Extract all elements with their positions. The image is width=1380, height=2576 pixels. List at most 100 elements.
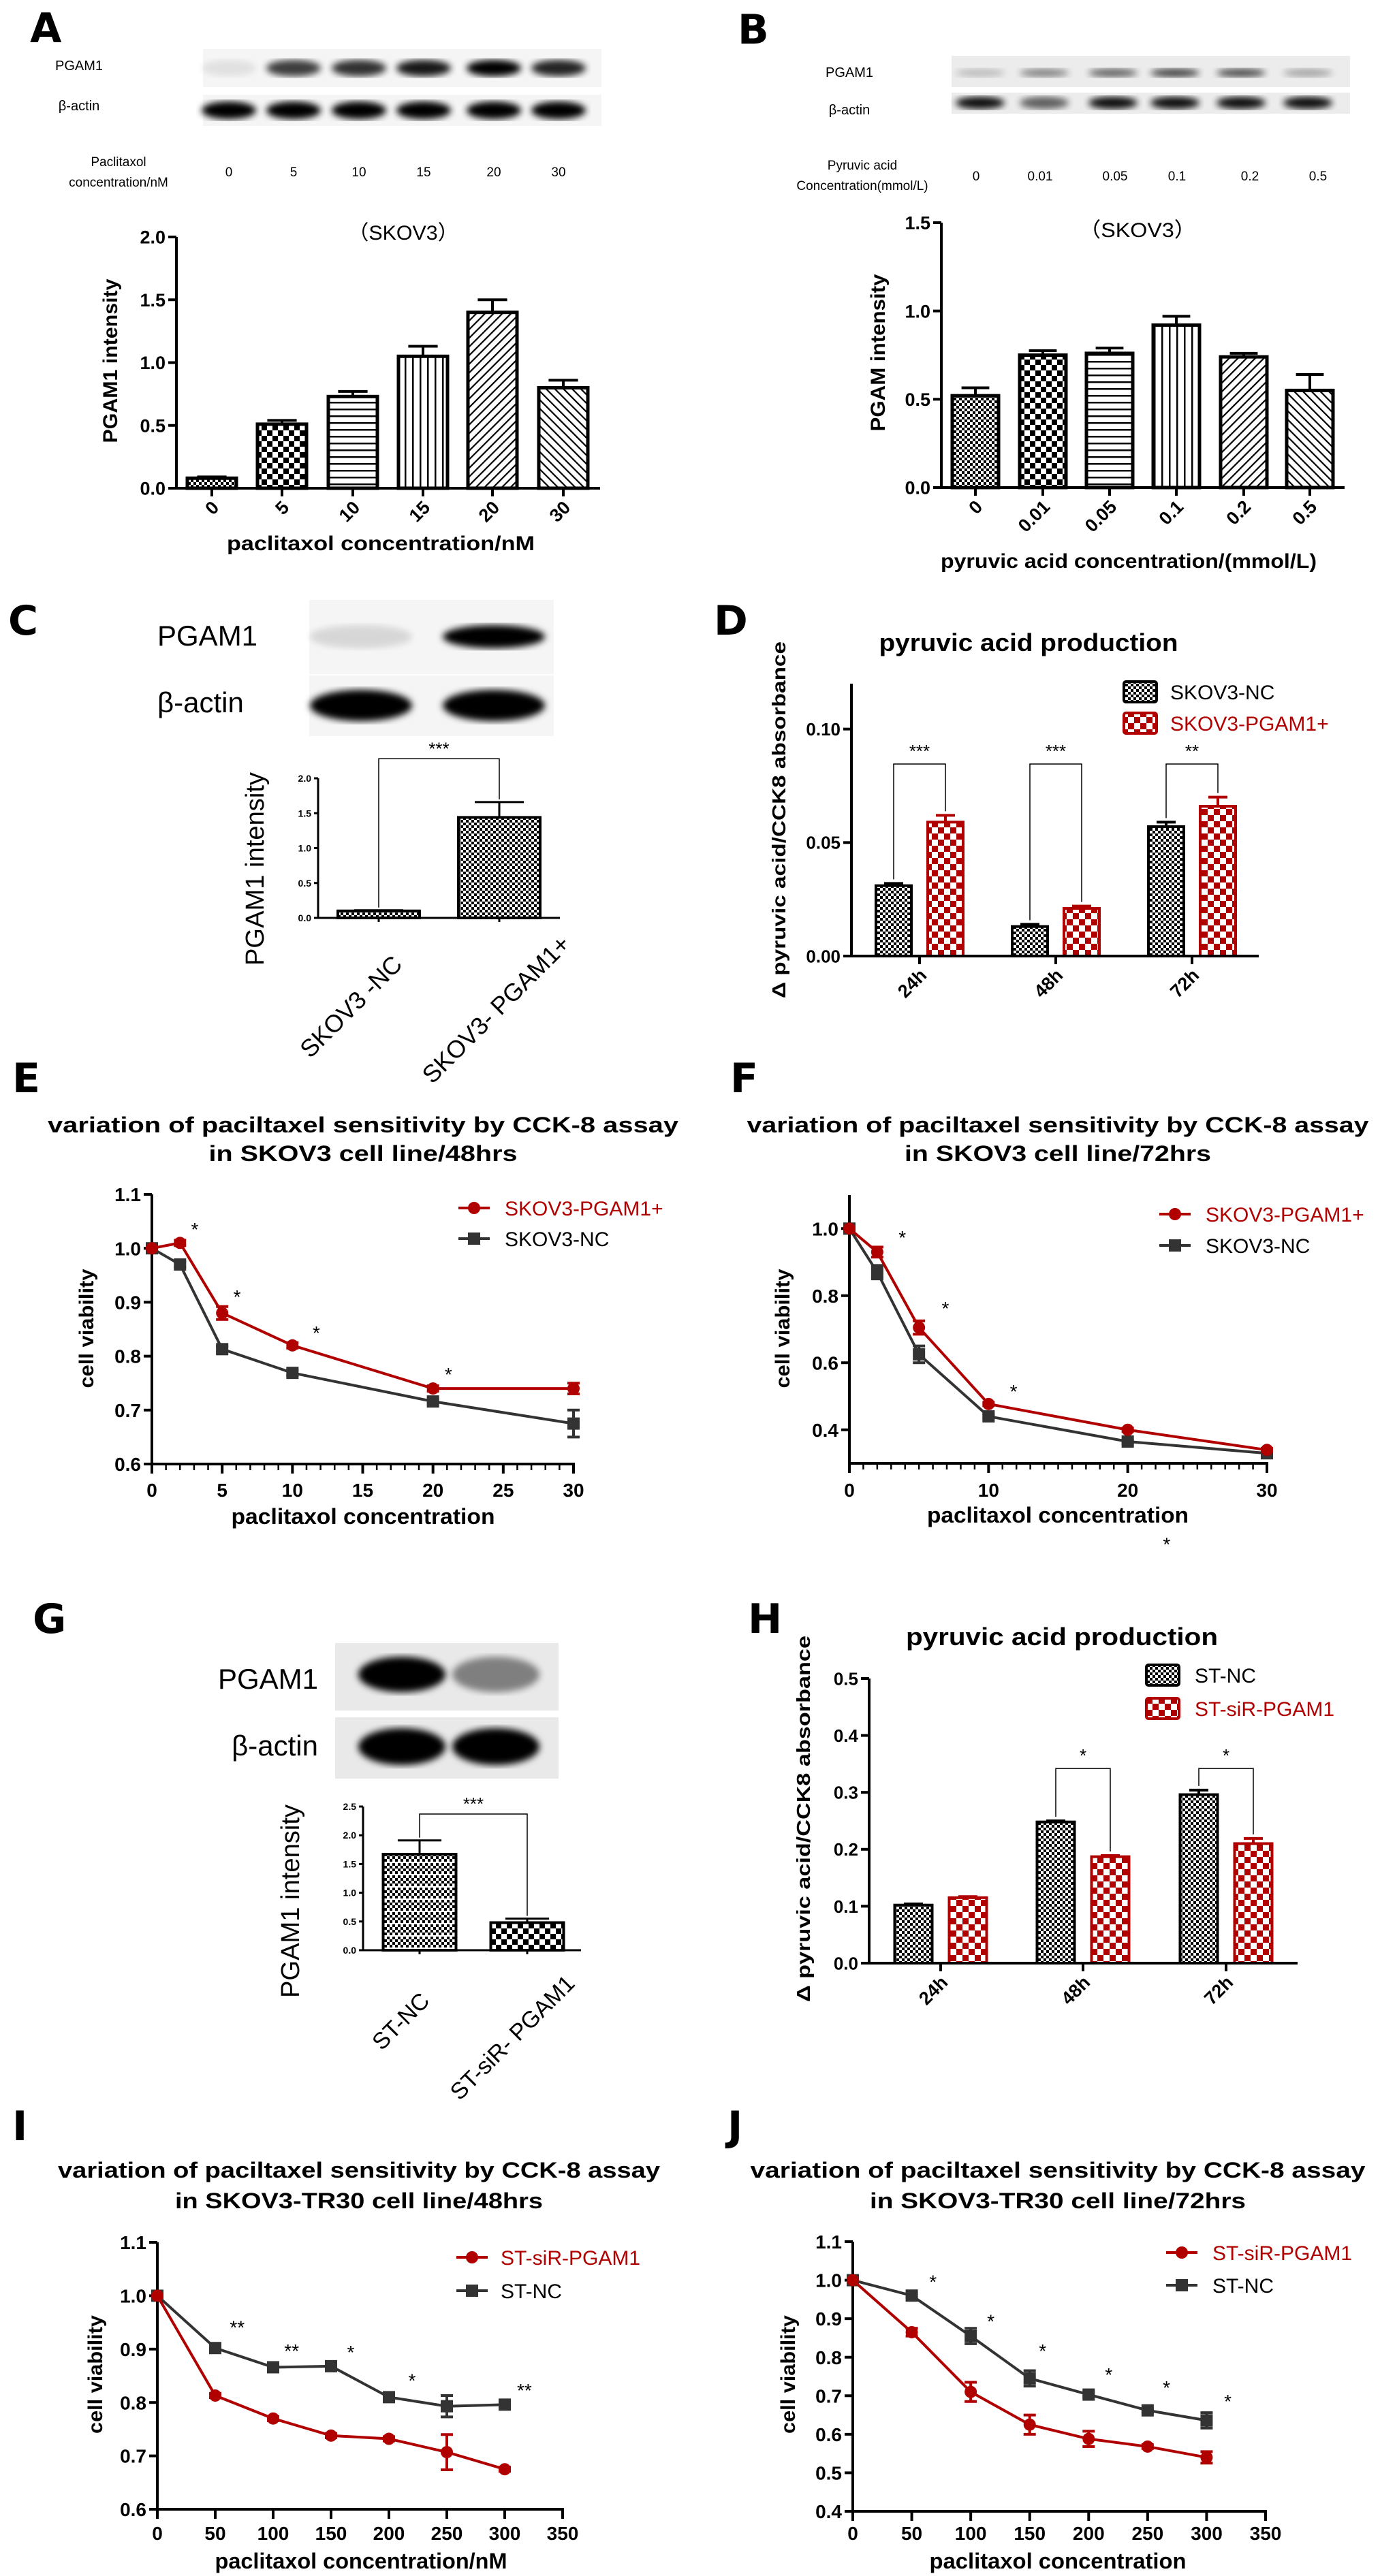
blot-row-label: β-actin [157, 686, 244, 718]
bar [1285, 388, 1335, 490]
western-blot-g: PGAM1 β-actin [218, 1643, 559, 1779]
y-tick-label: 0.7 [815, 2385, 842, 2406]
panel-label-i: I [12, 2103, 27, 2150]
chart-panel-j: variation of paciltaxel sensitivity by C… [751, 2158, 1366, 2573]
y-tick-label: 0.0 [905, 478, 930, 498]
x-tick-label: 350 [547, 2523, 579, 2544]
bar [1011, 925, 1049, 957]
bar [336, 909, 421, 919]
significance-marker: ** [517, 2380, 532, 2401]
x-axis-label: paclitaxol concentration [927, 1503, 1189, 1527]
x-tick-label: ST-NC [367, 1988, 435, 2055]
data-point [871, 1266, 883, 1279]
legend-swatch [1123, 680, 1158, 703]
x-tick-label: 20 [422, 1480, 443, 1501]
data-point [209, 2342, 221, 2355]
legend-marker [1169, 1208, 1181, 1220]
legend-label: SKOV3-PGAM1+ [505, 1198, 663, 1220]
blot-lane-label: 0 [973, 170, 980, 184]
y-tick-label: 0.4 [812, 1420, 838, 1441]
x-tick-label: 0 [965, 496, 986, 518]
y-tick-label: 0.7 [120, 2446, 146, 2467]
series-line [848, 1228, 1268, 1455]
legend-swatch [1123, 712, 1158, 735]
y-tick-label: 1.1 [120, 2232, 146, 2253]
bar [185, 476, 238, 490]
bar [1090, 1855, 1131, 1965]
y-tick-label: 1.1 [114, 1184, 141, 1205]
blot-row-label: PGAM1 [218, 1663, 318, 1695]
x-category-label: SKOV3- PGAM1+ [416, 929, 575, 1088]
y-tick-label: 1.5 [140, 290, 166, 311]
blot-band [443, 625, 545, 648]
data-point [567, 1382, 580, 1395]
x-tick-label: 0 [201, 497, 223, 519]
y-tick-label: 0.2 [834, 1839, 858, 1860]
blot-row-label: β-actin [829, 103, 870, 118]
x-tick-label: 20 [1117, 1480, 1138, 1501]
x-tick-label: 50 [204, 2523, 225, 2544]
legend-marker [1176, 2246, 1188, 2259]
data-point [267, 2412, 279, 2425]
data-point [1082, 2432, 1095, 2445]
y-tick-label: 0.8 [812, 1286, 838, 1307]
panel-label-f: F [730, 1055, 758, 1102]
panel-label-j: J [725, 2103, 742, 2150]
data-point [499, 2463, 511, 2476]
blot-band [202, 60, 256, 76]
legend-label: SKOV3-NC [505, 1228, 609, 1251]
chart-panel-f: variation of paciltaxel sensitivity by C… [747, 1113, 1369, 1555]
blot-band [332, 60, 386, 76]
x-tick-label: ST-siR- PGAM1 [445, 1971, 580, 2105]
data-point [905, 2325, 918, 2338]
blot-band [332, 101, 386, 119]
significance-bracket [1198, 1768, 1254, 1834]
bar [1018, 353, 1068, 490]
x-tick-label: 0.5 [1288, 496, 1321, 529]
blot-row-label: PGAM1 [157, 620, 257, 652]
data-point [426, 1395, 439, 1408]
y-tick-label: 1.5 [298, 808, 312, 818]
x-tick-label: SKOV3 -NC [294, 950, 407, 1063]
chart-title: in SKOV3-TR30 cell line/72hrs [870, 2189, 1246, 2213]
chart-title: in SKOV3 cell line/72hrs [905, 1141, 1211, 1166]
data-point [1200, 2451, 1213, 2464]
y-tick-label: 0.9 [815, 2308, 842, 2329]
y-tick-label: 0.00 [806, 946, 841, 966]
y-tick-label: 1.0 [114, 1238, 141, 1259]
x-category-label: ST-NC [367, 1988, 435, 2055]
bar [1035, 1820, 1076, 1965]
x-tick-label: 100 [955, 2523, 987, 2544]
chart-panel-h: pyruvic acid production ST-NC ST-siR-PGAM1… [793, 1623, 1334, 2009]
significance-marker: * [1163, 1534, 1170, 1555]
data-point [847, 2274, 859, 2287]
x-tick-label: 0.05 [1081, 496, 1120, 536]
blot-band [467, 101, 521, 119]
series-line [151, 1241, 574, 1390]
bar [255, 422, 309, 490]
bar [893, 1903, 934, 1965]
blot-band [1283, 97, 1332, 109]
legend-marker [466, 2251, 478, 2263]
blot-lane-label: 10 [351, 165, 366, 180]
x-category-label: SKOV3 -NC [294, 950, 407, 1063]
significance-marker: *** [463, 1794, 484, 1814]
x-tick-label: 15 [352, 1480, 373, 1501]
bar [489, 1921, 565, 1952]
panel-label-b: B [738, 6, 769, 54]
blot-row-label: β-actin [232, 1730, 318, 1762]
bar [926, 821, 965, 958]
blot-band [358, 1728, 445, 1765]
significance-marker: * [313, 1322, 320, 1343]
significance-marker: * [191, 1219, 198, 1240]
data-point [286, 1367, 299, 1380]
x-tick-label: SKOV3- PGAM1+ [416, 929, 575, 1088]
y-tick-label: 2.0 [298, 773, 312, 784]
blot-row-label: β-actin [59, 99, 99, 114]
y-tick-label: 0.1 [834, 1896, 858, 1917]
x-tick-label: 300 [489, 2523, 521, 2544]
y-axis-label: PGAM1 intensity [277, 1804, 305, 1998]
significance-marker: *** [428, 738, 449, 759]
x-tick-label: 30 [1256, 1480, 1277, 1501]
